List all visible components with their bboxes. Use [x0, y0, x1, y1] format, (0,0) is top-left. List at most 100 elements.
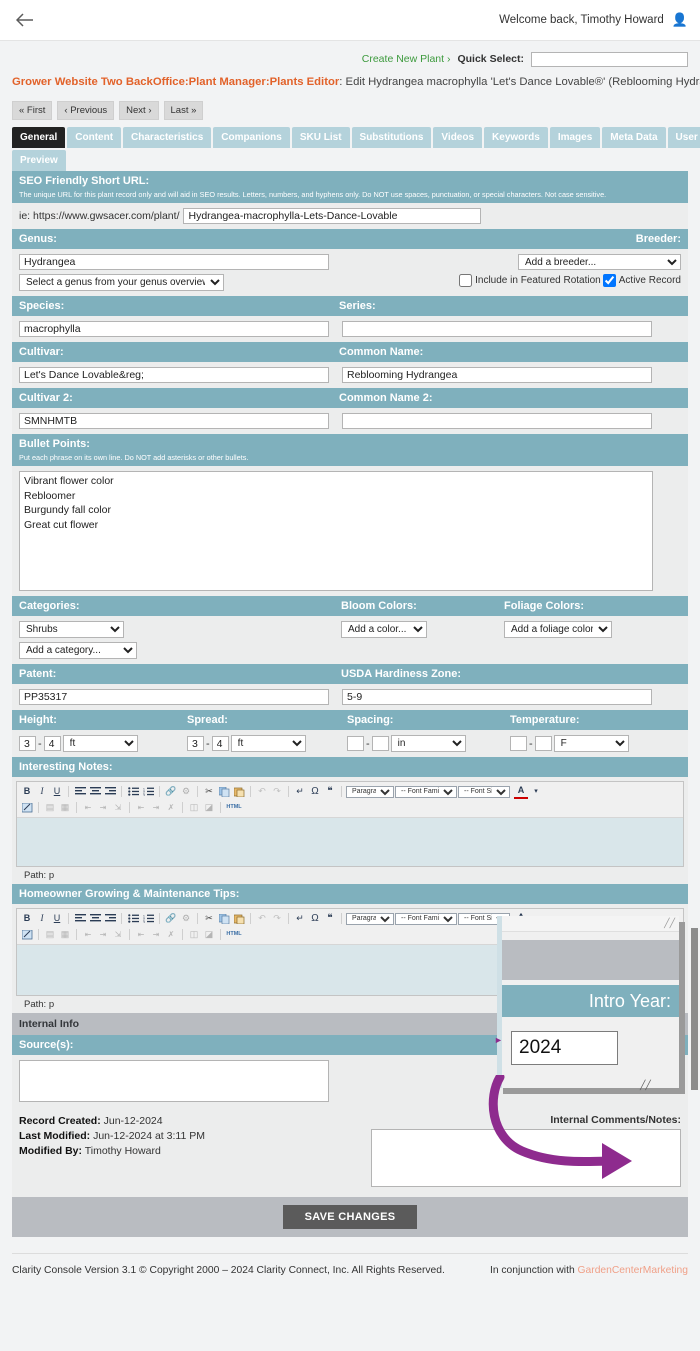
edit-source-icon[interactable] [20, 928, 34, 942]
copy-icon[interactable] [217, 785, 231, 799]
interesting-notes-body[interactable] [17, 818, 683, 866]
row-insert-after-icon[interactable]: ⇥ [99, 802, 107, 812]
spread-min-input[interactable] [187, 736, 204, 751]
html-source-icon[interactable]: HTML [226, 930, 242, 937]
table-icon[interactable]: ▤ [45, 802, 55, 812]
pager-next[interactable]: Next › [119, 101, 159, 120]
table-properties-icon[interactable]: ▦ [60, 929, 70, 939]
row-insert-after-icon[interactable]: ⇥ [99, 929, 107, 939]
create-new-plant-link[interactable]: Create New Plant › [361, 53, 451, 65]
spread-unit-select[interactable]: ft [230, 735, 306, 752]
line-break-icon[interactable]: ↵ [296, 786, 304, 796]
tab-user-defined[interactable]: User Defined [667, 127, 700, 148]
seo-url-input[interactable] [183, 208, 482, 224]
line-break-icon[interactable]: ↵ [296, 913, 304, 923]
split-cells-icon[interactable]: ◪ [204, 802, 214, 812]
page-scrollbar[interactable] [691, 928, 698, 1090]
merge-cells-icon[interactable]: ◫ [189, 802, 199, 812]
scissors-icon[interactable]: ✂ [205, 913, 213, 923]
italic-icon[interactable]: I [40, 913, 44, 923]
cultivar-input[interactable] [19, 367, 329, 383]
breeder-select[interactable]: Add a breeder... [518, 254, 681, 270]
undo-icon[interactable]: ↶ [258, 913, 266, 923]
tab-general[interactable]: General [12, 127, 66, 148]
common-name-input[interactable] [342, 367, 652, 383]
italic-icon[interactable]: I [40, 786, 44, 796]
text-color-icon[interactable]: A [514, 785, 528, 799]
bold-icon[interactable]: B [23, 786, 31, 796]
categories-add-select[interactable]: Add a category... [19, 642, 137, 659]
column-insert-after-icon[interactable]: ⇥ [152, 929, 160, 939]
underline-icon[interactable]: U [53, 913, 61, 923]
font-family-select[interactable]: -- Font Family -- [395, 785, 457, 798]
spread-max-input[interactable] [211, 736, 229, 751]
species-input[interactable] [19, 321, 329, 337]
row-insert-before-icon[interactable]: ⇤ [84, 929, 92, 939]
special-character-icon[interactable]: Ω [311, 912, 319, 924]
font-family-select[interactable]: -- Font Family -- [395, 912, 457, 925]
column-insert-after-icon[interactable]: ⇥ [152, 802, 160, 812]
unlink-icon[interactable]: ⚙ [181, 913, 191, 923]
undo-icon[interactable]: ↶ [258, 786, 266, 796]
tab-characteristics[interactable]: Characteristics [123, 127, 212, 148]
blockquote-icon[interactable]: ❝ [327, 785, 333, 797]
genus-overview-select[interactable]: Select a genus from your genus overview … [19, 274, 224, 291]
row-delete-icon[interactable]: ⇲ [114, 802, 122, 812]
zone-input[interactable] [342, 689, 652, 705]
merge-cells-icon[interactable]: ◫ [189, 929, 199, 939]
height-max-input[interactable] [43, 736, 61, 751]
active-record-checkbox[interactable] [602, 274, 616, 287]
pager-first[interactable]: « First [12, 101, 53, 120]
footer-partner-brand[interactable]: GardenCenterMarketing [577, 1265, 688, 1276]
genus-input[interactable] [19, 254, 329, 270]
split-cells-icon[interactable]: ◪ [204, 929, 214, 939]
special-character-icon[interactable]: Ω [311, 785, 319, 797]
font-size-select[interactable]: -- Font Size -- [458, 785, 510, 798]
tab-preview[interactable]: Preview [12, 150, 66, 171]
row-insert-before-icon[interactable]: ⇤ [84, 802, 92, 812]
align-center-icon[interactable] [88, 785, 102, 799]
patent-input[interactable] [19, 689, 329, 705]
tab-content[interactable]: Content [67, 127, 122, 148]
align-right-icon[interactable] [103, 785, 117, 799]
bloom-colors-select[interactable]: Add a color... [341, 621, 427, 638]
user-icon[interactable]: 👤 [671, 12, 688, 27]
tab-videos[interactable]: Videos [433, 127, 483, 148]
cultivar2-input[interactable] [19, 413, 329, 429]
bullet-list-icon[interactable] [126, 785, 140, 799]
link-icon[interactable]: 🔗 [165, 913, 177, 923]
scissors-icon[interactable]: ✂ [205, 786, 213, 796]
tab-substitutions[interactable]: Substitutions [351, 127, 432, 148]
column-delete-icon[interactable]: ✗ [167, 929, 175, 939]
html-source-icon[interactable]: HTML [226, 803, 242, 810]
column-insert-before-icon[interactable]: ⇤ [137, 929, 145, 939]
arrow-left-icon[interactable] [12, 7, 38, 33]
bullet-list-icon[interactable] [126, 912, 140, 926]
pager-last[interactable]: Last » [163, 101, 204, 120]
save-changes-button[interactable]: SAVE CHANGES [282, 1205, 418, 1229]
pager-previous[interactable]: ‹ Previous [57, 101, 115, 120]
align-left-icon[interactable] [73, 912, 87, 926]
tab-images[interactable]: Images [549, 127, 601, 148]
tab-meta-data[interactable]: Meta Data [602, 127, 666, 148]
tab-keywords[interactable]: Keywords [484, 127, 548, 148]
bullet-points-textarea[interactable]: Vibrant flower color Rebloomer Burgundy … [19, 471, 653, 591]
align-right-icon[interactable] [103, 912, 117, 926]
height-min-input[interactable] [19, 736, 36, 751]
redo-icon[interactable]: ↷ [273, 786, 281, 796]
paste-icon[interactable] [232, 912, 246, 926]
unlink-icon[interactable]: ⚙ [181, 786, 191, 796]
temperature-max-input[interactable] [534, 736, 552, 751]
quick-select-input[interactable] [531, 51, 688, 67]
temperature-min-input[interactable] [510, 736, 527, 751]
foliage-colors-select[interactable]: Add a foliage color... [504, 621, 612, 638]
common-name2-input[interactable] [342, 413, 652, 429]
tab-sku-list[interactable]: SKU List [291, 127, 350, 148]
temperature-unit-select[interactable]: F [553, 735, 629, 752]
align-center-icon[interactable] [88, 912, 102, 926]
redo-icon[interactable]: ↷ [273, 913, 281, 923]
table-properties-icon[interactable]: ▦ [60, 802, 70, 812]
bold-icon[interactable]: B [23, 913, 31, 923]
